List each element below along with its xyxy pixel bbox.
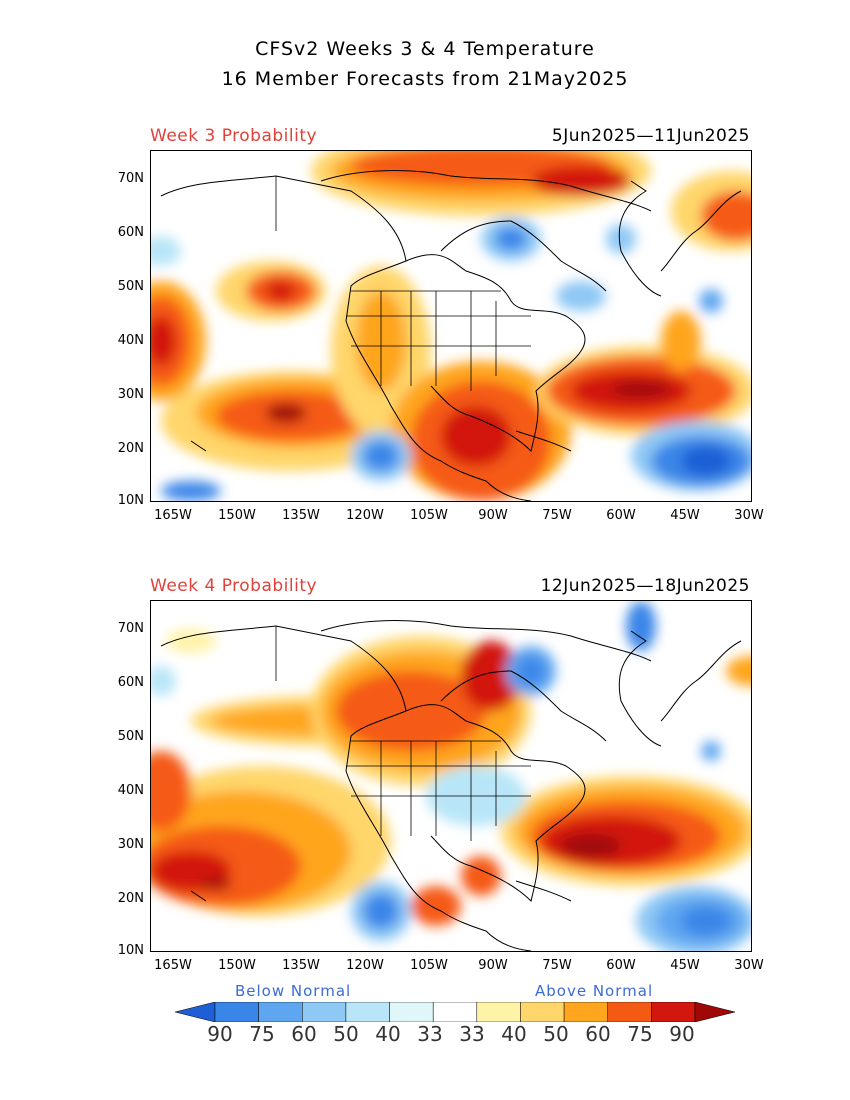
- week4-lon-60w: 60W: [606, 958, 636, 973]
- week4-lat-70n: 70N: [117, 621, 144, 636]
- legend-colorbar: [175, 1002, 735, 1022]
- week4-lat-50n: 50N: [117, 729, 144, 744]
- legend-swatch: [607, 1002, 652, 1022]
- week3-lon-135w: 135W: [282, 508, 320, 523]
- week3-lat-70n: 70N: [117, 171, 144, 186]
- legend-swatch: [520, 1002, 565, 1022]
- week4-lat-60n: 60N: [117, 675, 144, 690]
- week4-lon-150w: 150W: [218, 958, 256, 973]
- week4-lon-30w: 30W: [734, 958, 764, 973]
- legend-swatch: [345, 1002, 390, 1022]
- legend-swatch: [389, 1002, 434, 1022]
- legend-swatch: [175, 1002, 216, 1022]
- week3-lon-150w: 150W: [218, 508, 256, 523]
- legend-swatch: [302, 1002, 347, 1022]
- week4-lon-105w: 105W: [410, 958, 448, 973]
- week3-lat-40n: 40N: [117, 333, 144, 348]
- week3-label: Week 3 Probability: [150, 126, 318, 146]
- chart-title-line1: CFSv2 Weeks 3 & 4 Temperature: [255, 38, 595, 60]
- week4-lon-135w: 135W: [282, 958, 320, 973]
- week3-lon-165w: 165W: [154, 508, 192, 523]
- week4-lat-20n: 20N: [117, 891, 144, 906]
- week4-lon-90w: 90W: [478, 958, 508, 973]
- week3-lon-45w: 45W: [670, 508, 700, 523]
- legend-value: 60: [291, 1022, 317, 1046]
- legend-value: 60: [585, 1022, 611, 1046]
- week4-lat-30n: 30N: [117, 837, 144, 852]
- week3-lon-75w: 75W: [542, 508, 572, 523]
- legend-value: 33: [459, 1022, 485, 1046]
- legend-swatch: [214, 1002, 259, 1022]
- legend-value: 75: [249, 1022, 275, 1046]
- week3-map: [150, 150, 752, 502]
- legend-swatch: [432, 1002, 478, 1022]
- week3-date-range: 5Jun2025—11Jun2025: [551, 126, 750, 146]
- legend-value: 50: [543, 1022, 569, 1046]
- week3-lon-60w: 60W: [606, 508, 636, 523]
- week3-lat-10n: 10N: [117, 493, 144, 508]
- legend-swatch: [694, 1002, 735, 1022]
- chart-title-line2: 16 Member Forecasts from 21May2025: [221, 68, 629, 90]
- legend-value: 90: [207, 1022, 233, 1046]
- week4-lon-120w: 120W: [346, 958, 384, 973]
- legend-swatch: [651, 1002, 696, 1022]
- week3-lon-30w: 30W: [734, 508, 764, 523]
- legend-value: 40: [375, 1022, 401, 1046]
- week3-lat-50n: 50N: [117, 279, 144, 294]
- legend-value: 90: [669, 1022, 695, 1046]
- week3-lon-90w: 90W: [478, 508, 508, 523]
- week4-lon-75w: 75W: [542, 958, 572, 973]
- week4-date-range: 12Jun2025—18Jun2025: [540, 576, 750, 596]
- week3-lon-120w: 120W: [346, 508, 384, 523]
- week4-lat-40n: 40N: [117, 783, 144, 798]
- legend-value: 33: [417, 1022, 443, 1046]
- week3-map-graphic: [151, 151, 751, 501]
- week4-lat-10n: 10N: [117, 943, 144, 958]
- week4-lon-165w: 165W: [154, 958, 192, 973]
- week3-lat-20n: 20N: [117, 441, 144, 456]
- legend-value: 75: [627, 1022, 653, 1046]
- week3-lon-105w: 105W: [410, 508, 448, 523]
- legend-value: 40: [501, 1022, 527, 1046]
- legend-below-normal-label: Below Normal: [235, 982, 352, 1000]
- legend-swatch: [476, 1002, 521, 1022]
- week4-label: Week 4 Probability: [150, 576, 318, 596]
- week4-map: [150, 600, 752, 952]
- week4-map-graphic: [151, 601, 751, 951]
- week3-lat-30n: 30N: [117, 387, 144, 402]
- week4-lon-45w: 45W: [670, 958, 700, 973]
- legend-swatch: [563, 1002, 608, 1022]
- legend-swatch: [258, 1002, 303, 1022]
- legend-above-normal-label: Above Normal: [535, 982, 654, 1000]
- week3-lat-60n: 60N: [117, 225, 144, 240]
- legend-value: 50: [333, 1022, 359, 1046]
